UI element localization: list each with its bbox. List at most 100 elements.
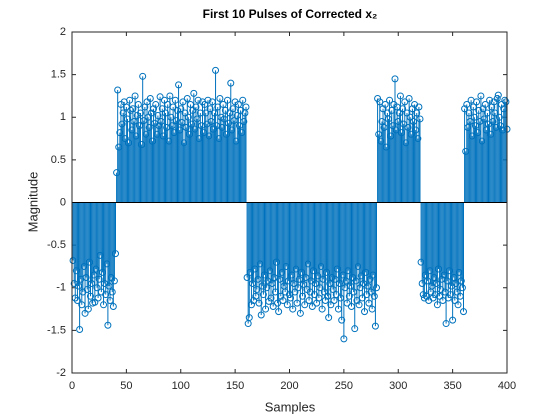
stem-marker bbox=[352, 277, 360, 285]
stem-marker bbox=[346, 282, 354, 290]
stem-marker bbox=[289, 305, 297, 313]
stem-marker bbox=[501, 96, 509, 104]
stem-marker bbox=[247, 301, 255, 309]
stem-marker bbox=[443, 277, 451, 285]
stem-marker bbox=[290, 279, 298, 287]
stem-marker bbox=[321, 297, 329, 305]
stem-marker bbox=[304, 260, 312, 268]
stem-marker bbox=[220, 115, 228, 123]
stem-marker bbox=[364, 282, 372, 290]
stem-marker bbox=[309, 267, 317, 275]
stem-marker bbox=[170, 129, 178, 137]
y-tick-label: -1 bbox=[56, 282, 66, 294]
stem-marker bbox=[351, 325, 359, 333]
stem-marker bbox=[392, 126, 400, 134]
stem-marker bbox=[134, 100, 142, 108]
stem-marker bbox=[205, 132, 213, 140]
y-tick-label: 2 bbox=[60, 26, 66, 38]
stem-marker bbox=[240, 118, 248, 126]
stem-marker bbox=[155, 122, 163, 130]
stem-marker bbox=[128, 126, 136, 134]
stem-marker bbox=[219, 100, 227, 108]
stem-marker bbox=[208, 98, 216, 106]
stem-marker bbox=[338, 316, 346, 324]
stem-marker bbox=[465, 109, 473, 117]
stem-marker bbox=[216, 94, 224, 102]
stem-marker bbox=[358, 294, 366, 302]
stem-marker bbox=[294, 284, 302, 292]
stem-marker bbox=[249, 279, 257, 287]
stem-marker bbox=[400, 120, 408, 128]
x-tick-label: 200 bbox=[280, 380, 298, 392]
stem-marker bbox=[256, 260, 264, 268]
stem-marker bbox=[252, 292, 260, 300]
stem-marker bbox=[314, 272, 322, 280]
stem-marker bbox=[329, 285, 337, 293]
stem-marker bbox=[180, 139, 188, 147]
stem-marker bbox=[127, 106, 135, 114]
stem-marker bbox=[259, 291, 267, 299]
stem-marker bbox=[464, 123, 472, 131]
stem-marker bbox=[481, 100, 489, 108]
stem-marker bbox=[399, 105, 407, 113]
stem-marker bbox=[179, 98, 187, 106]
stem-marker bbox=[378, 118, 386, 126]
stem-marker bbox=[407, 130, 415, 138]
stem-marker bbox=[287, 294, 295, 302]
stem-marker bbox=[171, 96, 179, 104]
stem-marker bbox=[449, 316, 457, 324]
stem-marker bbox=[167, 113, 175, 121]
stem-marker bbox=[477, 92, 485, 100]
stem-marker bbox=[434, 265, 442, 273]
stem-marker bbox=[424, 277, 432, 285]
stem-marker bbox=[387, 132, 395, 140]
stem-marker bbox=[319, 275, 327, 283]
stem-marker bbox=[185, 130, 193, 138]
stem-marker bbox=[183, 94, 191, 102]
stem-marker bbox=[337, 294, 345, 302]
stem-marker bbox=[458, 284, 466, 292]
stem-marker bbox=[279, 297, 287, 305]
stem-marker bbox=[147, 109, 155, 117]
stem-marker bbox=[452, 279, 460, 287]
stem-marker bbox=[331, 275, 339, 283]
stem-marker bbox=[311, 291, 319, 299]
stem-marker bbox=[274, 299, 282, 307]
stem-marker bbox=[382, 143, 390, 151]
stem-marker bbox=[470, 113, 478, 121]
stem-marker bbox=[90, 271, 98, 279]
stem-marker bbox=[384, 115, 392, 123]
stem-marker bbox=[93, 284, 101, 292]
stem-marker bbox=[148, 137, 156, 145]
stem-marker bbox=[187, 100, 195, 108]
stem-marker bbox=[108, 288, 116, 296]
stem-marker bbox=[169, 103, 177, 111]
x-tick-label: 50 bbox=[120, 380, 132, 392]
stem-marker bbox=[276, 275, 284, 283]
stem-marker bbox=[84, 305, 92, 313]
stem-marker bbox=[457, 277, 465, 285]
stem-marker bbox=[86, 292, 94, 300]
stem-marker bbox=[377, 137, 385, 145]
stem-marker bbox=[157, 118, 165, 126]
stem-marker bbox=[444, 294, 452, 302]
stem-marker bbox=[370, 292, 378, 300]
stem-marker bbox=[123, 115, 131, 123]
stem-marker bbox=[258, 282, 266, 290]
stem-marker bbox=[342, 277, 350, 285]
stem-marker bbox=[115, 143, 123, 151]
stem-marker bbox=[354, 262, 362, 270]
stem-marker bbox=[250, 297, 258, 305]
stem-marker bbox=[355, 301, 363, 309]
stem-marker bbox=[137, 109, 145, 117]
stem-marker bbox=[200, 129, 208, 137]
stem-marker bbox=[222, 130, 230, 138]
stem-marker bbox=[381, 100, 389, 108]
stem-marker bbox=[164, 100, 172, 108]
x-tick-label: 100 bbox=[172, 380, 190, 392]
stem-marker bbox=[275, 308, 283, 316]
stem-marker bbox=[454, 301, 462, 309]
stem-marker bbox=[178, 118, 186, 126]
stem-marker bbox=[340, 335, 348, 343]
plot-frame bbox=[71, 31, 508, 374]
